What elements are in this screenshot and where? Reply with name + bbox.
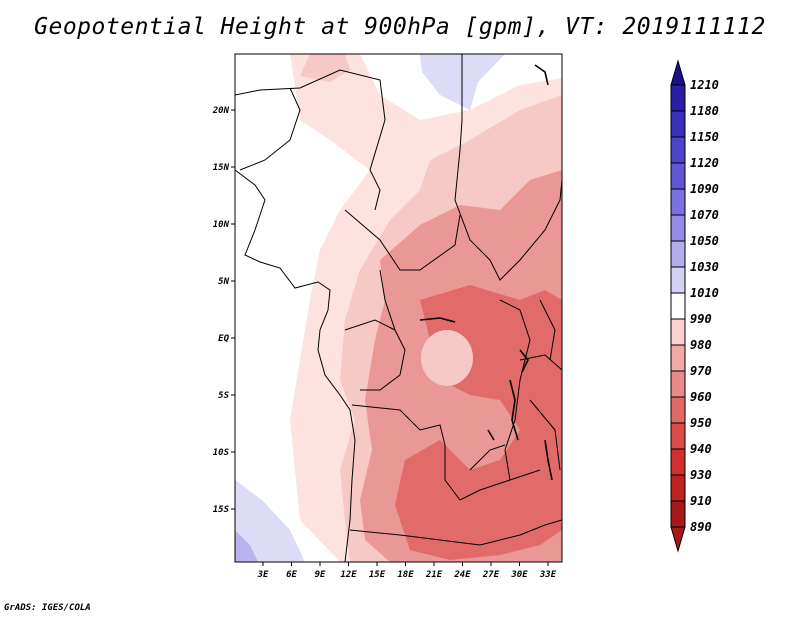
contour-1030-south: [235, 530, 258, 562]
colorbar-bottom-arrow: [670, 526, 686, 553]
lat-tick-label: 5S: [218, 391, 229, 401]
lon-tick-label: 21E: [425, 570, 443, 580]
lat-tick-label: 10N: [213, 220, 230, 230]
lat-tick-label: EQ: [218, 334, 229, 344]
lat-tick-label: 5N: [218, 277, 229, 287]
software-credit: GrADS: IGES/COLA: [4, 603, 91, 613]
colorbar-segment: [670, 214, 686, 242]
height-field: [235, 54, 562, 562]
colorbar-label: 940: [690, 442, 712, 456]
colorbar-segment: [670, 422, 686, 450]
lon-tick-label: 24E: [453, 570, 471, 580]
colorbar-label: 1210: [690, 78, 719, 92]
chart-title: Geopotential Height at 900hPa [gpm], VT:…: [34, 14, 766, 40]
map-frame: [234, 53, 563, 563]
colorbar-segment: [670, 474, 686, 502]
colorbar-segment: [670, 136, 686, 164]
colorbar-label: 970: [690, 364, 712, 378]
colorbar-segment: [670, 500, 686, 528]
colorbar-label: 1050: [690, 234, 719, 248]
lon-tick-label: 18E: [397, 570, 414, 580]
lat-tick-label: 15S: [213, 505, 230, 515]
colorbar-label: 960: [690, 390, 712, 404]
lon-tick-label: 33E: [539, 570, 557, 580]
colorbar-segment: [670, 370, 686, 398]
lat-tick-label: 20N: [212, 106, 230, 116]
colorbar-label: 1150: [690, 130, 719, 144]
contour-low-center: [421, 330, 473, 386]
colorbar-label: 1010: [690, 286, 719, 300]
lon-tick-label: 15E: [369, 570, 386, 580]
colorbar: 1210 1180 1150 1120 1090 1070 1050 1030 1010 990 9…: [670, 59, 719, 553]
colorbar-label: 950: [690, 416, 712, 430]
colorbar-segment: [670, 318, 686, 346]
colorbar-segment: [670, 162, 686, 190]
lat-tick-label: 15N: [213, 163, 230, 173]
colorbar-segment: [670, 396, 686, 424]
colorbar-label: 910: [690, 494, 712, 508]
lon-tick-label: 27E: [482, 570, 500, 580]
colorbar-label: 1120: [690, 156, 719, 170]
colorbar-segment: [670, 188, 686, 216]
colorbar-segment: [670, 448, 686, 476]
colorbar-label: 990: [690, 312, 712, 326]
lon-tick-label: 3E: [257, 570, 269, 580]
colorbar-label: 1180: [690, 104, 719, 118]
longitude-axis: 3E 6E 9E 12E 15E 18E 21E 24E 27E 30E 33E: [257, 562, 557, 580]
colorbar-label: 930: [690, 468, 712, 482]
colorbar-segment: [670, 292, 686, 320]
lon-tick-label: 12E: [340, 570, 357, 580]
lon-tick-label: 9E: [315, 570, 326, 580]
colorbar-segment: [670, 240, 686, 268]
lon-tick-label: 6E: [286, 570, 297, 580]
lat-tick-label: 10S: [213, 448, 230, 458]
country-borders: [235, 54, 562, 562]
colorbar-label: 1070: [690, 208, 719, 222]
contour-1010-south: [235, 480, 305, 562]
lon-tick-label: 30E: [510, 570, 528, 580]
lakes: [419, 64, 553, 481]
latitude-axis: 20N 15N 10N 5N EQ 5S 10S 15S: [212, 106, 235, 515]
colorbar-label: 1030: [690, 260, 719, 274]
colorbar-segment: [670, 110, 686, 138]
colorbar-label: 980: [690, 338, 712, 352]
colorbar-segment: [670, 84, 686, 112]
colorbar-label: 890: [690, 520, 712, 534]
colorbar-label: 1090: [690, 182, 719, 196]
colorbar-segment: [670, 344, 686, 372]
colorbar-top-arrow: [670, 59, 686, 86]
colorbar-segment: [670, 266, 686, 294]
